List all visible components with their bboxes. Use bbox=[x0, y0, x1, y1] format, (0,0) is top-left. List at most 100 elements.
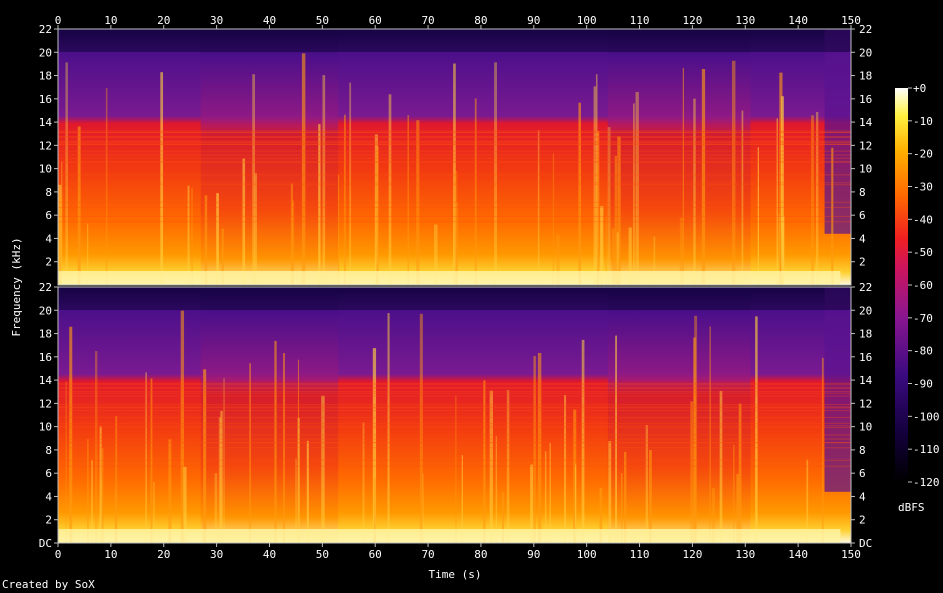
harmonic-line bbox=[58, 386, 851, 388]
onset-streak bbox=[160, 72, 164, 285]
onset-streak bbox=[455, 395, 457, 543]
onset-streak bbox=[502, 492, 505, 543]
onset-streak bbox=[102, 447, 104, 543]
x-tick-label: 20 bbox=[157, 548, 170, 561]
onset-streak bbox=[87, 439, 89, 543]
colorbar-tick-label: -10 bbox=[913, 115, 933, 128]
onset-streak bbox=[61, 161, 63, 285]
harmonic-line bbox=[58, 182, 851, 184]
onset-streak bbox=[608, 441, 612, 543]
onset-streak bbox=[77, 126, 81, 285]
onset-streak bbox=[530, 464, 534, 543]
onset-streak bbox=[600, 206, 604, 285]
onset-streak bbox=[422, 473, 424, 543]
onset-streak bbox=[474, 98, 477, 285]
colorbar-tick-label: -50 bbox=[913, 246, 933, 259]
y-tick-label: 16 bbox=[39, 93, 52, 106]
onset-streak bbox=[624, 451, 627, 543]
onset-streak bbox=[776, 118, 779, 285]
onset-streak bbox=[99, 426, 102, 543]
colorbar-tick-label: -120 bbox=[913, 476, 940, 489]
onset-streak bbox=[806, 459, 809, 543]
onset-streak bbox=[220, 410, 223, 543]
onset-streak bbox=[322, 75, 326, 285]
onset-streak bbox=[306, 440, 309, 543]
onset-streak bbox=[556, 234, 560, 285]
y-tick-label: 12 bbox=[859, 397, 872, 410]
onset-streak bbox=[362, 422, 365, 543]
harmonic-line bbox=[58, 407, 851, 409]
harmonic-line bbox=[58, 427, 851, 429]
onset-streak bbox=[59, 195, 62, 285]
onset-streak bbox=[781, 96, 784, 286]
onset-streak bbox=[191, 187, 193, 285]
harmonic-line bbox=[58, 136, 851, 138]
onset-streak bbox=[578, 102, 581, 285]
x-tick-label: 140 bbox=[788, 548, 808, 561]
x-tick-label: 80 bbox=[474, 14, 487, 27]
harmonic-line bbox=[58, 131, 851, 133]
onset-streak bbox=[495, 436, 498, 543]
onset-streak bbox=[635, 91, 639, 285]
onset-streak bbox=[596, 130, 600, 285]
onset-streak bbox=[456, 202, 459, 285]
x-tick-label: 120 bbox=[682, 548, 702, 561]
onset-streak bbox=[615, 335, 617, 543]
onset-streak bbox=[214, 473, 218, 543]
onset-streak bbox=[701, 69, 706, 285]
plot-frame bbox=[57, 28, 852, 286]
onset-streak bbox=[65, 62, 68, 285]
onset-streak bbox=[218, 416, 222, 543]
onset-streak bbox=[621, 473, 623, 543]
onset-streak bbox=[815, 111, 819, 285]
onset-streak bbox=[86, 223, 89, 285]
y-tick-label: 6 bbox=[45, 467, 52, 480]
colorbar-tick-label: -60 bbox=[913, 279, 933, 292]
y-tick-label: DC bbox=[39, 537, 52, 550]
top-strip bbox=[58, 287, 851, 311]
x-tick-label: 20 bbox=[157, 14, 170, 27]
y-tick-label: 8 bbox=[45, 444, 52, 457]
onset-streak bbox=[506, 390, 510, 543]
harmonic-line bbox=[58, 154, 851, 156]
harmonic-line bbox=[58, 442, 851, 444]
harmonic-line bbox=[58, 174, 851, 176]
quiet-segment bbox=[607, 287, 751, 543]
y-tick-label: 14 bbox=[859, 374, 873, 387]
y-tick-label: 18 bbox=[859, 328, 872, 341]
x-tick-label: 100 bbox=[577, 14, 597, 27]
y-tick-label: 10 bbox=[859, 163, 872, 176]
y-tick-label: 16 bbox=[859, 93, 872, 106]
x-tick-label: 150 bbox=[841, 548, 861, 561]
x-tick-label: 150 bbox=[841, 14, 861, 27]
x-tick-label: 10 bbox=[104, 14, 117, 27]
harmonic-line bbox=[58, 434, 851, 436]
harmonic-line bbox=[58, 136, 851, 138]
quiet-segment bbox=[200, 287, 339, 543]
onset-streak bbox=[321, 395, 325, 543]
onset-streak bbox=[733, 444, 735, 543]
x-tick-label: 50 bbox=[316, 14, 329, 27]
onset-streak bbox=[254, 173, 257, 285]
onset-streak bbox=[537, 130, 540, 285]
harmonic-line bbox=[58, 410, 851, 412]
x-tick-label: 0 bbox=[55, 14, 62, 27]
y-tick-label: 6 bbox=[859, 467, 866, 480]
y-tick-label: 20 bbox=[39, 304, 52, 317]
onset-streak bbox=[150, 378, 153, 543]
y-tick-label: 22 bbox=[859, 23, 872, 36]
colorbar-gradient bbox=[895, 88, 908, 482]
onset-streak bbox=[301, 53, 306, 285]
y-tick-label: 18 bbox=[859, 70, 872, 83]
onset-streak bbox=[549, 443, 551, 543]
onset-streak bbox=[632, 103, 635, 285]
onset-streak bbox=[69, 326, 73, 543]
harmonic-line bbox=[58, 459, 851, 461]
onset-streak bbox=[693, 98, 696, 285]
colorbar-tick-label: -20 bbox=[913, 148, 933, 161]
x-tick-label: 30 bbox=[210, 14, 223, 27]
harmonic-line bbox=[58, 150, 851, 152]
onset-streak bbox=[216, 193, 219, 285]
onset-streak bbox=[599, 487, 603, 543]
